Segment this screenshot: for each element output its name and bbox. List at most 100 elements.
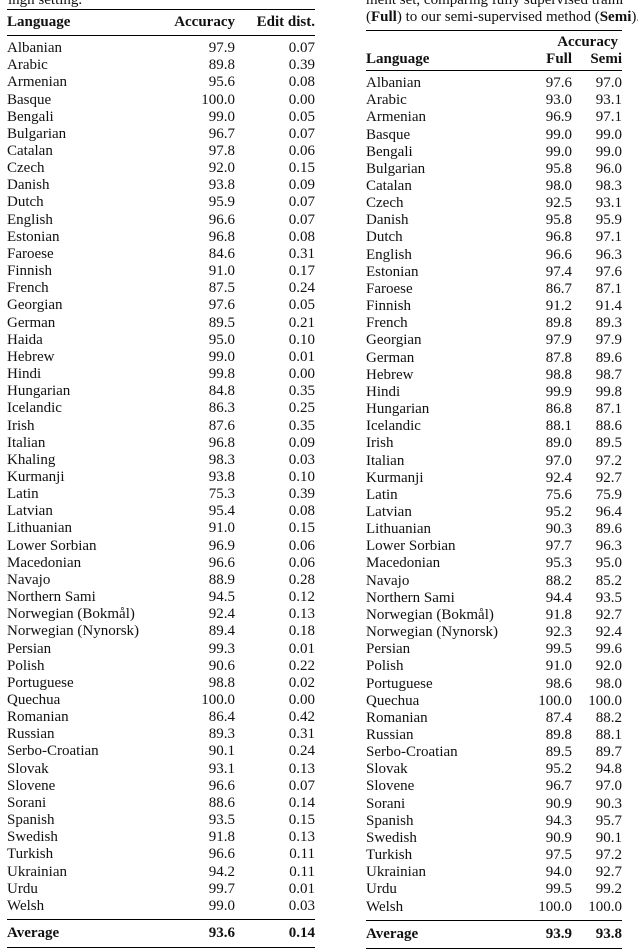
language-cell: Bulgarian: [366, 160, 426, 177]
average-edit-distance: 0.14: [235, 918, 315, 948]
full-accuracy-cell: 89.5: [545, 744, 572, 761]
edit-distance-cell: 0.10: [288, 468, 315, 485]
edit-distance-cell: 0.17: [288, 263, 315, 280]
edit-distance-cell: 0.07: [288, 194, 315, 211]
column-header-language: Language: [366, 51, 520, 71]
table-row: Finnish 91.0 0.17: [7, 263, 315, 280]
language-cell: Irish: [366, 435, 394, 452]
semi-accuracy-cell: 96.3: [595, 538, 622, 555]
table-row: Slovak 95.2 94.8: [366, 761, 622, 778]
full-accuracy-cell: 87.4: [545, 709, 572, 726]
accuracy-cell: 88.9: [208, 571, 235, 588]
table-row: Irish 89.0 89.5: [366, 435, 622, 452]
edit-distance-cell: 0.35: [288, 417, 315, 434]
average-label: Average: [366, 919, 520, 949]
language-cell: Sorani: [7, 794, 47, 811]
language-cell: Czech: [7, 160, 45, 177]
table-row: Khaling 98.3 0.03: [7, 452, 315, 469]
table-row: Hungarian 84.8 0.35: [7, 383, 315, 400]
edit-distance-cell: 0.22: [288, 657, 315, 674]
table-row: Sorani 90.9 90.3: [366, 796, 622, 813]
table-row: French 87.5 0.24: [7, 280, 315, 297]
edit-distance-cell: 0.31: [288, 726, 315, 743]
full-accuracy-cell: 91.0: [545, 658, 572, 675]
language-cell: French: [7, 280, 49, 297]
semi-accuracy-cell: 99.2: [595, 881, 622, 898]
full-accuracy-cell: 98.6: [545, 675, 572, 692]
language-cell: Norwegian (Nynorsk): [366, 624, 499, 641]
full-accuracy-cell: 92.3: [545, 624, 572, 641]
table-row: Danish 95.8 95.9: [366, 212, 622, 229]
edit-distance-cell: 0.08: [288, 503, 315, 520]
full-accuracy-cell: 100.0: [538, 898, 572, 915]
language-cell: Icelandic: [366, 418, 421, 435]
language-cell: Quechua: [7, 692, 61, 709]
table-row: Norwegian (Nynorsk) 92.3 92.4: [366, 624, 622, 641]
language-cell: Norwegian (Bokmål): [7, 606, 135, 623]
language-cell: Russian: [7, 726, 55, 743]
language-cell: Faroese: [366, 280, 413, 297]
language-cell: Albanian: [7, 40, 62, 57]
table-row: Northern Sami 94.4 93.5: [366, 590, 622, 607]
accuracy-cell: 96.7: [208, 125, 235, 142]
accuracy-cell: 96.8: [208, 434, 235, 451]
language-cell: Hindi: [7, 366, 42, 383]
language-cell: Quechua: [366, 692, 420, 709]
language-cell: Lower Sorbian: [366, 538, 456, 555]
table-row: Spanish 93.5 0.15: [7, 812, 315, 829]
language-cell: Slovene: [7, 777, 56, 794]
table-row: Kurmanji 92.4 92.7: [366, 470, 622, 487]
language-cell: Navajo: [366, 572, 410, 589]
semi-accuracy-cell: 92.7: [595, 469, 622, 486]
table-row: Albanian 97.6 97.0: [366, 71, 622, 93]
full-accuracy-cell: 95.8: [545, 212, 572, 229]
table-row: Persian 99.3 0.01: [7, 640, 315, 657]
right-caption-fragment-line1: ment set, comparing fully supervised tra…: [366, 0, 624, 8]
full-accuracy-cell: 96.6: [545, 246, 572, 263]
table-row: Serbo-Croatian 90.1 0.24: [7, 743, 315, 760]
average-semi: 93.8: [572, 919, 622, 949]
full-accuracy-cell: 86.7: [545, 280, 572, 297]
language-cell: Bulgarian: [7, 125, 67, 142]
language-cell: Swedish: [7, 829, 58, 846]
accuracy-cell: 91.0: [208, 520, 235, 537]
table-group-header-row: Accuracy: [366, 31, 622, 52]
language-cell: Hebrew: [366, 366, 414, 383]
table-row: Faroese 84.6 0.31: [7, 246, 315, 263]
semi-accuracy-cell: 92.7: [595, 606, 622, 623]
table-row: Norwegian (Nynorsk) 89.4 0.18: [7, 623, 315, 640]
full-accuracy-cell: 90.9: [545, 795, 572, 812]
full-accuracy-cell: 99.0: [545, 126, 572, 143]
language-cell: Ukrainian: [7, 863, 67, 880]
full-accuracy-cell: 75.6: [545, 486, 572, 503]
accuracy-cell: 96.9: [208, 537, 235, 554]
full-accuracy-cell: 99.5: [545, 641, 572, 658]
semi-accuracy-cell: 92.0: [595, 658, 622, 675]
full-accuracy-cell: 99.5: [545, 881, 572, 898]
edit-distance-cell: 0.05: [288, 108, 315, 125]
table-row: Turkish 96.6 0.11: [7, 846, 315, 863]
edit-distance-cell: 0.09: [288, 177, 315, 194]
language-cell: Czech: [366, 195, 404, 212]
table-row: Hungarian 86.8 87.1: [366, 401, 622, 418]
full-accuracy-cell: 99.0: [545, 143, 572, 160]
semi-accuracy-cell: 93.1: [595, 195, 622, 212]
edit-distance-cell: 0.06: [288, 554, 315, 571]
column-header-full: Full: [520, 51, 572, 71]
language-cell: Romanian: [366, 709, 428, 726]
full-accuracy-cell: 94.0: [545, 864, 572, 881]
edit-distance-cell: 0.03: [288, 897, 315, 914]
table-row: Basque 99.0 99.0: [366, 126, 622, 143]
language-cell: Danish: [7, 177, 50, 194]
table-row: Basque 100.0 0.00: [7, 91, 315, 108]
accuracy-cell: 96.6: [208, 777, 235, 794]
full-accuracy-cell: 86.8: [545, 401, 572, 418]
full-accuracy-cell: 96.7: [545, 778, 572, 795]
accuracy-cell: 91.8: [208, 829, 235, 846]
table-row: Hindi 99.8 0.00: [7, 366, 315, 383]
semi-accuracy-cell: 96.0: [595, 160, 622, 177]
language-cell: Slovene: [366, 778, 415, 795]
edit-distance-cell: 0.13: [288, 606, 315, 623]
language-cell: Turkish: [366, 847, 413, 864]
language-cell: Basque: [366, 126, 411, 143]
